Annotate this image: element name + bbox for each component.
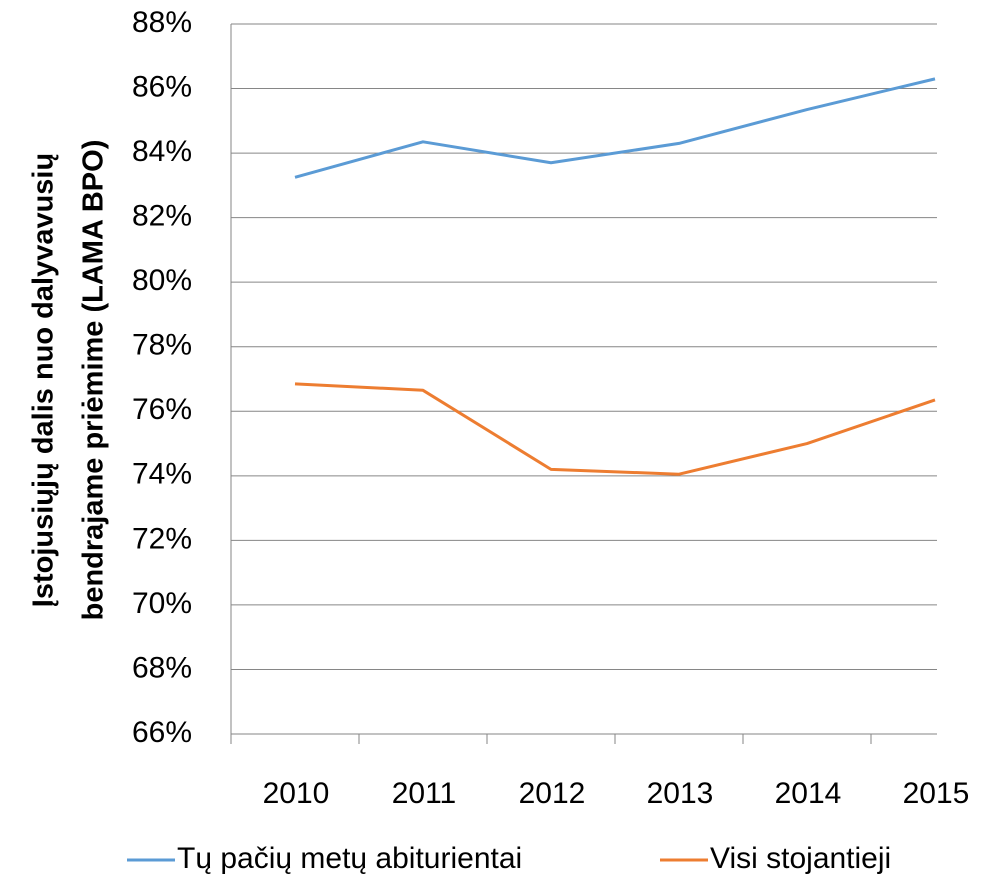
x-tick-label: 2010 [263, 777, 330, 810]
y-tick-label: 78% [132, 329, 192, 362]
y-tick-label: 80% [132, 264, 192, 297]
y-tick-label: 76% [132, 393, 192, 426]
y-tick-label: 84% [132, 135, 192, 168]
x-tick-label: 2011 [392, 777, 457, 810]
x-tick-label: 2014 [775, 777, 842, 810]
y-tick-label: 70% [132, 587, 192, 620]
y-tick-label: 72% [132, 522, 192, 555]
y-tick-label: 66% [132, 716, 192, 749]
series-line [294, 77, 936, 179]
y-axis-title-line: bendrajame priėmime (LAMA BPO) [78, 140, 110, 621]
x-tick-label: 2012 [519, 777, 586, 810]
y-tick-label: 88% [132, 6, 192, 39]
legend-label: Tų pačių metų abiturientai [177, 842, 522, 875]
y-tick-label: 74% [132, 458, 192, 491]
y-axis-title-line: Įstojusiųjų dalis nuo dalyvavusių [28, 153, 60, 607]
x-tick-label: 2015 [903, 777, 970, 810]
y-axis-title: Įstojusiųjų dalis nuo dalyvavusių bendra… [28, 140, 110, 621]
y-tick-label: 82% [132, 200, 192, 233]
y-tick-label: 86% [132, 70, 192, 103]
y-tick-label: 68% [132, 651, 192, 684]
series-line [294, 382, 936, 476]
legend-label: Visi stojantieji [710, 842, 891, 875]
x-tick-label: 2013 [647, 777, 714, 810]
